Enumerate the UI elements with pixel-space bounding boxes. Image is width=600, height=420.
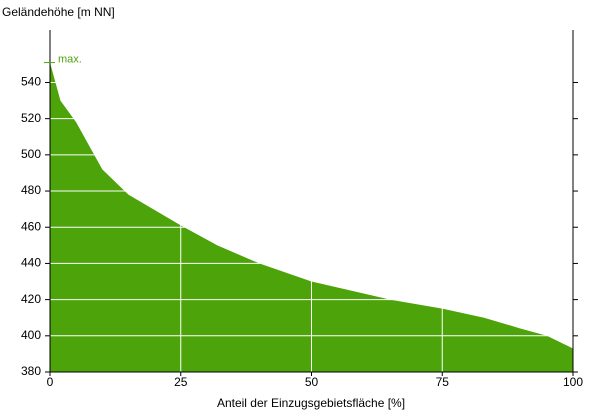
x-tick-label: 100 — [563, 375, 583, 389]
y-tick-label: 420 — [21, 292, 41, 306]
x-tick-label: 50 — [305, 375, 319, 389]
y-tick-label: 480 — [21, 183, 41, 197]
x-tick-label: 75 — [436, 375, 450, 389]
y-tick-label: 520 — [21, 111, 41, 125]
y-tick-label: 440 — [21, 256, 41, 270]
y-tick-label: 540 — [21, 75, 41, 89]
x-tick-label: 0 — [47, 375, 54, 389]
x-axis-label: Anteil der Einzugsgebietsfläche [%] — [217, 396, 405, 410]
y-tick-label: 380 — [21, 364, 41, 378]
y-tick-label: 400 — [21, 328, 41, 342]
annotation: max. — [58, 53, 82, 65]
y-axis-label: Geländehöhe [m NN] — [2, 5, 115, 19]
x-tick-label: 25 — [174, 375, 188, 389]
y-tick-label: 500 — [21, 147, 41, 161]
y-tick-label: 460 — [21, 219, 41, 233]
